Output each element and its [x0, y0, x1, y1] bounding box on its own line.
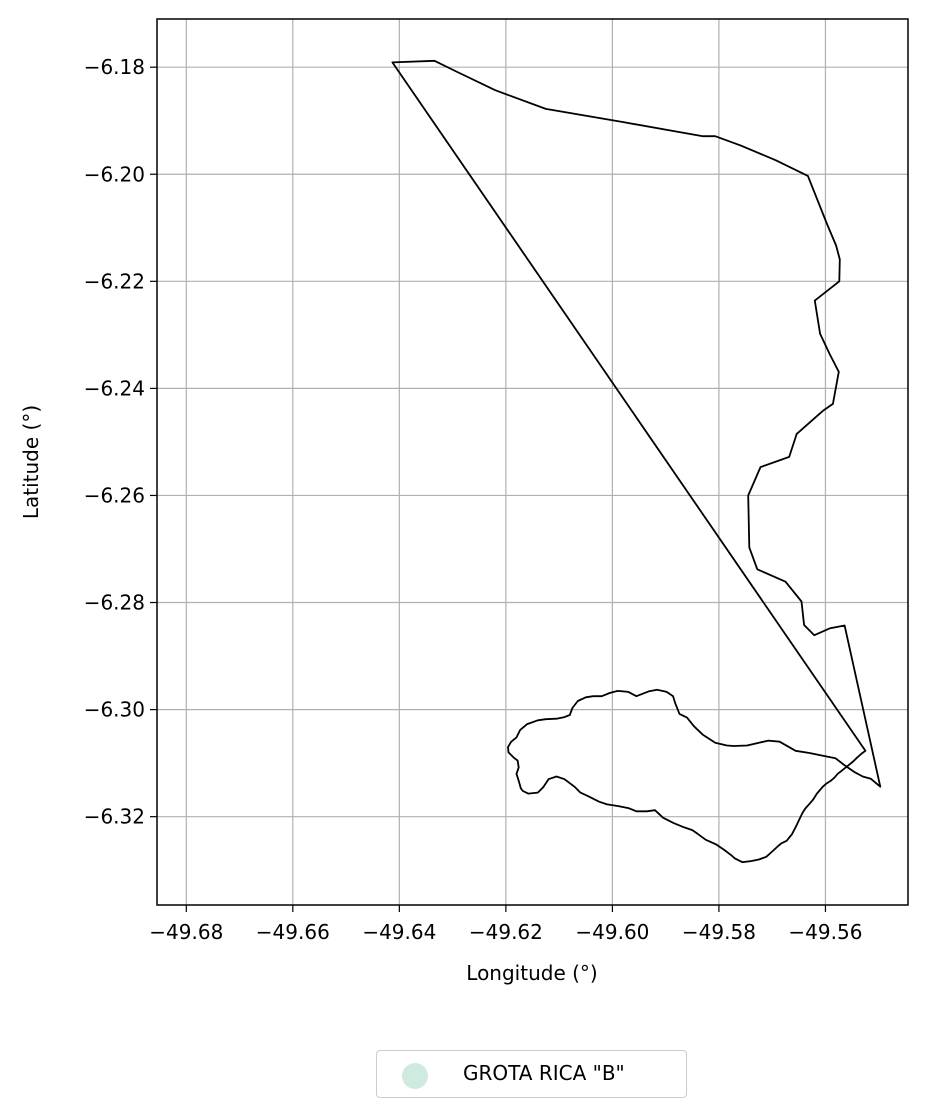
region-polygon	[391, 59, 882, 864]
y-tick-label: −6.22	[84, 269, 145, 293]
y-axis-ticks: −6.18 −6.20 −6.22 −6.24 −6.26 −6.28 −6.30 −6.32	[84, 55, 157, 829]
y-tick-label: −6.24	[84, 376, 145, 400]
x-tick-label: −49.64	[362, 920, 436, 944]
x-tick-label: −49.56	[788, 920, 862, 944]
legend: GROTA RICA "B"	[376, 1050, 687, 1098]
x-tick-label: −49.60	[575, 920, 649, 944]
x-axis-label: Longitude (°)	[466, 961, 597, 985]
grid-lines	[157, 19, 908, 905]
y-tick-label: −6.28	[84, 591, 145, 615]
map-plot: −49.68 −49.66 −49.64 −49.62 −49.60 −49.58 −49.…	[19, 18, 909, 985]
y-tick-label: −6.18	[84, 55, 145, 79]
legend-label: GROTA RICA "B"	[463, 1061, 625, 1085]
x-axis-ticks: −49.68 −49.66 −49.64 −49.62 −49.60 −49.58 −49.…	[149, 905, 862, 944]
y-axis-label: Latitude (°)	[19, 405, 43, 519]
y-tick-label: −6.20	[84, 162, 145, 186]
region-outline	[391, 59, 882, 864]
y-tick-label: −6.32	[84, 805, 145, 829]
x-tick-label: −49.62	[469, 920, 543, 944]
axes-background	[157, 19, 908, 905]
legend-marker	[402, 1063, 428, 1089]
x-tick-label: −49.66	[256, 920, 330, 944]
x-tick-label: −49.58	[682, 920, 756, 944]
y-tick-label: −6.26	[84, 483, 145, 507]
y-tick-label: −6.30	[84, 698, 145, 722]
axes-frame	[156, 18, 909, 906]
x-tick-label: −49.68	[149, 920, 223, 944]
